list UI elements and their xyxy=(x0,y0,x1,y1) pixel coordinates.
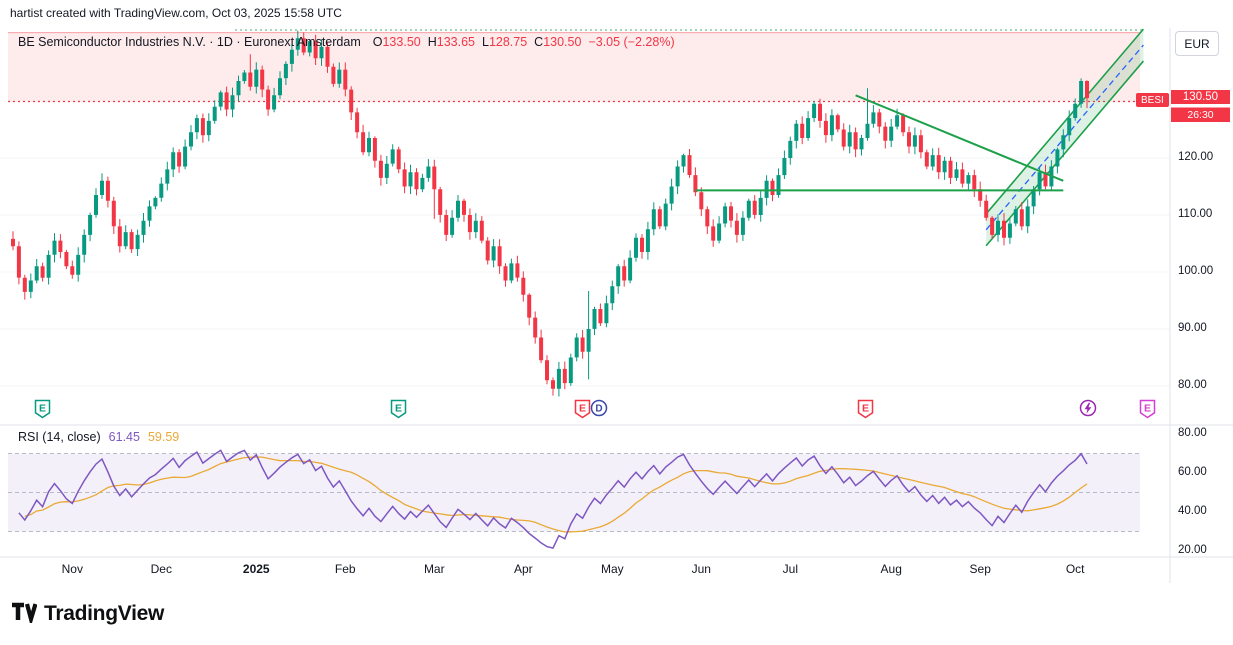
open-value: O133.50 xyxy=(372,35,421,49)
rsi-ma-value: 59.59 xyxy=(147,430,180,444)
event-dividend-icon[interactable]: D xyxy=(590,399,608,419)
low-value: L128.75 xyxy=(481,35,528,49)
price-label-symbol-chip: BESI xyxy=(1136,93,1169,107)
last-price-tag: 130.50 xyxy=(1171,90,1230,104)
close-value: C130.50 xyxy=(534,35,582,49)
rsi-title[interactable]: RSI (14, close) xyxy=(18,430,101,444)
symbol-title[interactable]: BE Semiconductor Industries N.V. · 1D · … xyxy=(18,35,361,49)
time-axis-label-jul: Jul xyxy=(782,562,798,576)
svg-text:D: D xyxy=(595,404,602,415)
event-split-icon[interactable] xyxy=(1079,399,1097,419)
event-earnings-icon[interactable]: E xyxy=(574,399,592,419)
chart-canvas[interactable] xyxy=(0,0,1233,583)
time-axis-label-oct: Oct xyxy=(1065,562,1085,576)
currency-button[interactable]: EUR xyxy=(1175,31,1219,56)
price-tick-label: 120.00 xyxy=(1178,150,1214,163)
time-axis-label-aug: Aug xyxy=(880,562,902,576)
attribution-text: hartist created with TradingView.com, Oc… xyxy=(10,6,342,20)
symbol-legend: BE Semiconductor Industries N.V. · 1D · … xyxy=(18,35,675,49)
price-tick-label: 80.00 xyxy=(1178,378,1207,391)
time-axis-label-feb: Feb xyxy=(334,562,356,576)
rsi-value: 61.45 xyxy=(108,430,140,444)
rsi-tick-label: 40.00 xyxy=(1178,504,1207,517)
rsi-tick-label: 80.00 xyxy=(1178,426,1207,439)
svg-text:E: E xyxy=(862,403,869,415)
time-axis-label-may: May xyxy=(600,562,624,576)
time-axis-label-2025: 2025 xyxy=(242,562,270,576)
price-tick-label: 110.00 xyxy=(1178,207,1213,220)
bar-countdown-tag: 26:30 xyxy=(1171,107,1230,122)
svg-text:E: E xyxy=(579,403,586,415)
time-axis-label-dec: Dec xyxy=(150,562,172,576)
time-axis-label-mar: Mar xyxy=(423,562,445,576)
event-earnings-icon[interactable]: E xyxy=(1139,399,1157,419)
svg-text:E: E xyxy=(1144,403,1151,415)
rsi-tick-label: 20.00 xyxy=(1178,543,1207,556)
time-axis-label-jun: Jun xyxy=(691,562,711,576)
tradingview-logo[interactable]: TradingView xyxy=(10,599,164,628)
high-value: H133.65 xyxy=(427,35,475,49)
event-earnings-icon[interactable]: E xyxy=(857,399,875,419)
rsi-tick-label: 60.00 xyxy=(1178,465,1207,478)
time-axis-label-sep: Sep xyxy=(969,562,991,576)
price-tick-label: 100.00 xyxy=(1178,264,1214,277)
price-tick-label: 90.00 xyxy=(1178,321,1207,334)
time-axis-label-nov: Nov xyxy=(61,562,83,576)
rsi-legend: RSI (14, close) 61.45 59.59 xyxy=(18,430,179,444)
svg-text:E: E xyxy=(39,403,46,415)
tradingview-logo-icon xyxy=(10,599,38,628)
event-earnings-icon[interactable]: E xyxy=(390,399,408,419)
event-earnings-icon[interactable]: E xyxy=(34,399,52,419)
tradingview-logo-text: TradingView xyxy=(44,601,165,625)
time-axis-label-apr: Apr xyxy=(513,562,533,576)
svg-text:E: E xyxy=(395,403,402,415)
change-value: −3.05 (−2.28%) xyxy=(588,35,675,49)
